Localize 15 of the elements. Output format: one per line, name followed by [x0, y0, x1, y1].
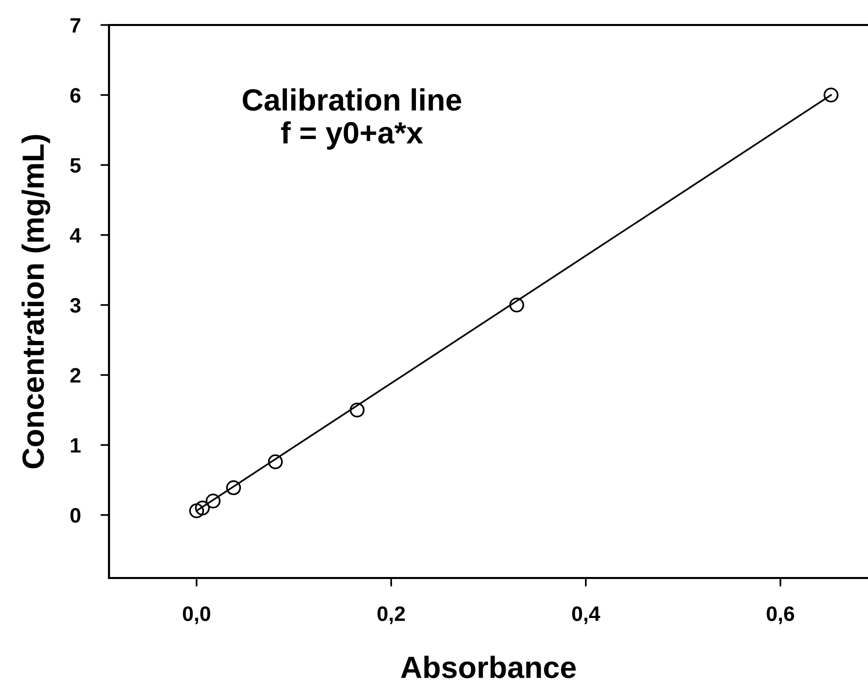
y-tick-label: 2 [70, 368, 80, 383]
x-tick-label: 0,4 [572, 606, 600, 624]
x-tick-label: 0,6 [766, 606, 794, 624]
y-axis-title: Concentration (mg/mL) [22, 134, 50, 468]
y-tick-label: 6 [70, 88, 80, 103]
y-tick-label: 5 [70, 158, 81, 173]
x-tick-label: 0,0 [182, 606, 210, 624]
y-tick-label: 3 [70, 298, 80, 313]
x-tick-label: 0,2 [378, 606, 405, 624]
annotation: Calibration line f = y0+a*x [242, 88, 462, 150]
y-tick-label: 0 [70, 508, 80, 523]
y-tick-label: 4 [70, 228, 82, 243]
y-tick-label: 1 [70, 438, 81, 453]
x-axis-title: Absorbance [400, 656, 576, 678]
y-tick-label: 7 [70, 18, 80, 33]
